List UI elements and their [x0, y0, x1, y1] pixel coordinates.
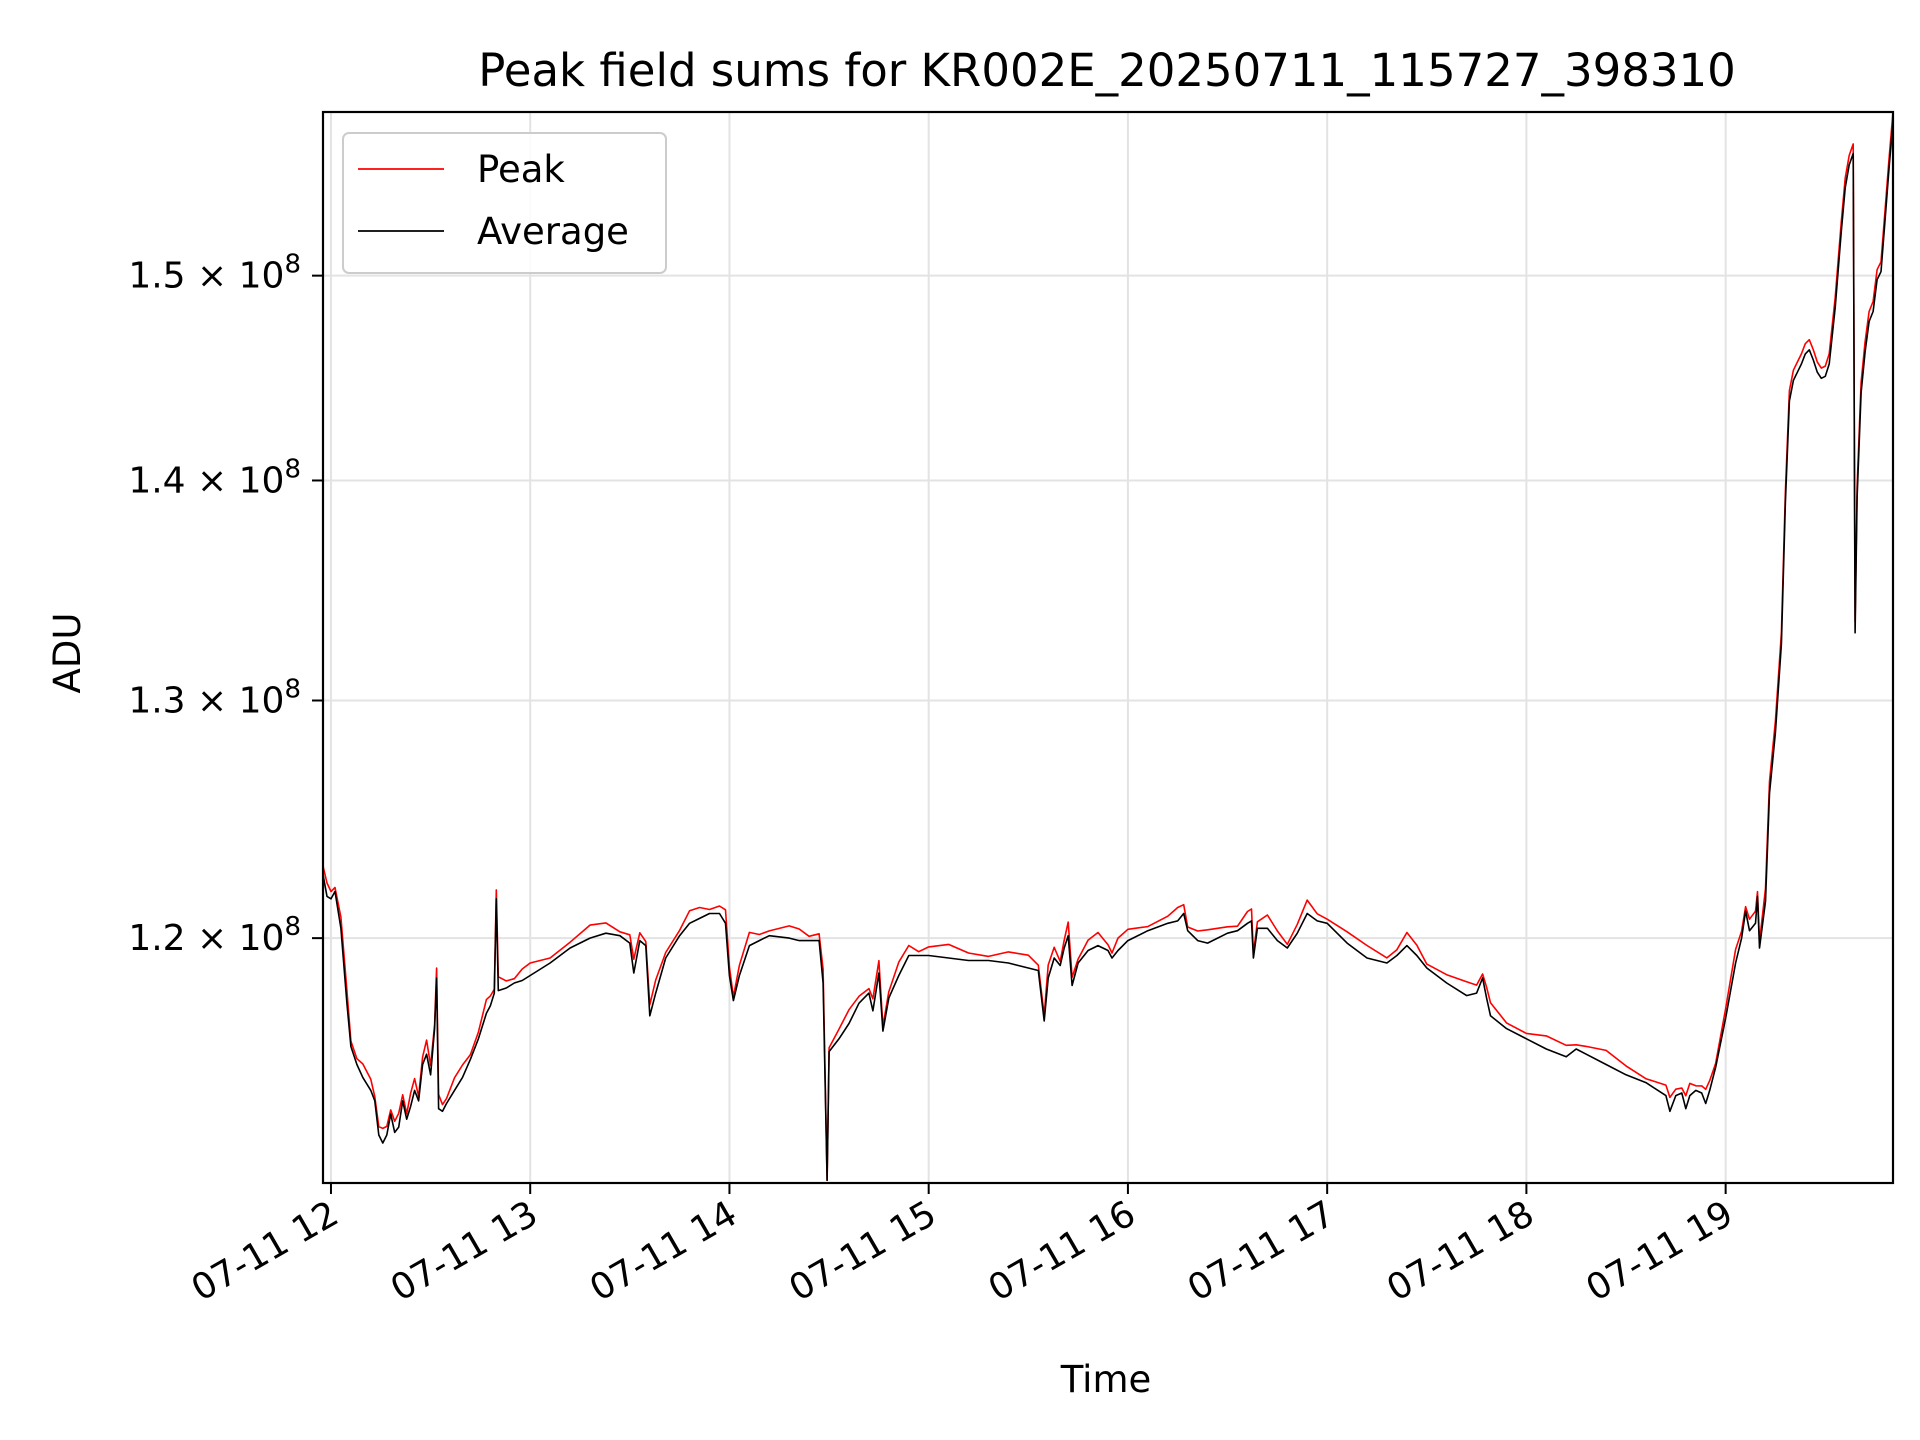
- grid: [323, 112, 1893, 1183]
- plot-series: [323, 112, 1893, 1182]
- legend: Peak Average: [342, 132, 667, 274]
- y-tick-label: 1.3 × 108: [128, 674, 301, 721]
- chart-title: Peak field sums for KR002E_20250711_1157…: [478, 44, 1736, 97]
- series-line-peak: [323, 112, 1893, 1182]
- legend-label-average: Average: [477, 210, 629, 253]
- legend-label-peak: Peak: [477, 148, 565, 191]
- y-tick-label: 1.4 × 108: [128, 454, 301, 501]
- x-axis-label: Time: [1060, 1358, 1152, 1401]
- y-tick-label: 1.5 × 108: [128, 250, 301, 297]
- y-axis-label: ADU: [46, 613, 89, 694]
- series-line-average: [323, 121, 1893, 1182]
- legend-box: [342, 132, 667, 274]
- y-tick-label: 1.2 × 108: [128, 912, 301, 959]
- plot-frame: [321, 110, 1895, 1185]
